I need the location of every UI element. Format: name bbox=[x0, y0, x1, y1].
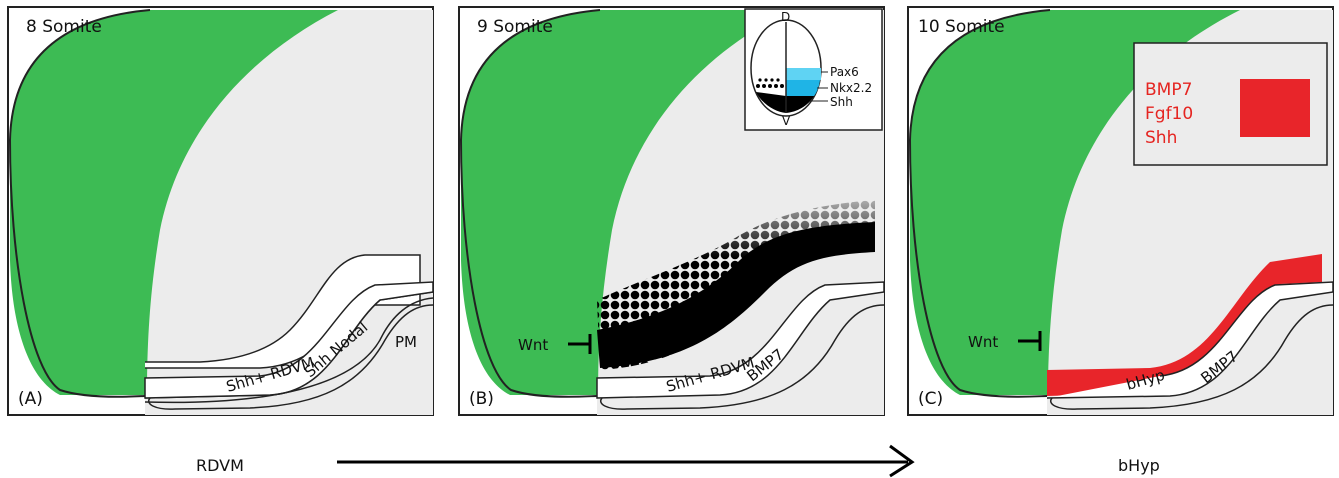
panel-b-title: 9 Somite bbox=[477, 17, 553, 37]
panel-a: 8 Somite (A) Shh+ RDVM Shh Nodal PM bbox=[7, 6, 434, 416]
inset-pax6-label: Pax6 bbox=[830, 65, 859, 79]
panel-b-letter: (B) bbox=[469, 389, 494, 409]
panel-c-wnt-label: Wnt bbox=[968, 333, 998, 351]
panel-a-pm-label: PM bbox=[395, 333, 417, 351]
legend-shh: Shh bbox=[1145, 128, 1177, 148]
legend-bmp7: BMP7 bbox=[1145, 80, 1192, 100]
timeline-left-label: RDVM bbox=[196, 456, 244, 475]
panel-b-inset: D V Pax6 Nkx2.2 Shh bbox=[744, 8, 883, 131]
panel-c-letter: (C) bbox=[918, 389, 943, 409]
inset-ventral-label: V bbox=[782, 114, 791, 128]
panel-a-green-region bbox=[10, 10, 338, 395]
panel-c-title: 10 Somite bbox=[918, 17, 1005, 37]
panel-b-black-core bbox=[597, 222, 875, 368]
timeline-right-label: bHyp bbox=[1118, 456, 1160, 475]
panel-c-legend: BMP7 Fgf10 Shh bbox=[1133, 42, 1328, 166]
panel-a-letter: (A) bbox=[18, 389, 43, 409]
panel-c-green-region bbox=[910, 10, 1240, 395]
timeline: RDVM bHyp bbox=[196, 444, 1160, 478]
panel-a-title: 8 Somite bbox=[26, 17, 102, 37]
panel-b-wnt-label: Wnt bbox=[518, 336, 548, 354]
inset-dorsal-label: D bbox=[781, 10, 790, 24]
inset-nkx22-label: Nkx2.2 bbox=[830, 81, 872, 95]
pax6-domain bbox=[786, 68, 821, 80]
shh-domain bbox=[756, 92, 814, 113]
legend-red-swatch bbox=[1240, 79, 1310, 137]
panel-b-green-region bbox=[461, 10, 790, 395]
legend-fgf10: Fgf10 bbox=[1145, 104, 1193, 124]
panel-c: Wnt 10 Somite (C) bHyp BMP7 BMP7 Fgf10 S… bbox=[907, 6, 1334, 416]
panel-b: Wnt 9 Somite (B) Shh+ RDVM BMP7 D V Pax6… bbox=[458, 6, 885, 416]
inset-shh-label: Shh bbox=[830, 95, 853, 109]
panel-c-bhyp-band bbox=[1047, 254, 1322, 396]
nkx22-domain bbox=[786, 80, 820, 96]
